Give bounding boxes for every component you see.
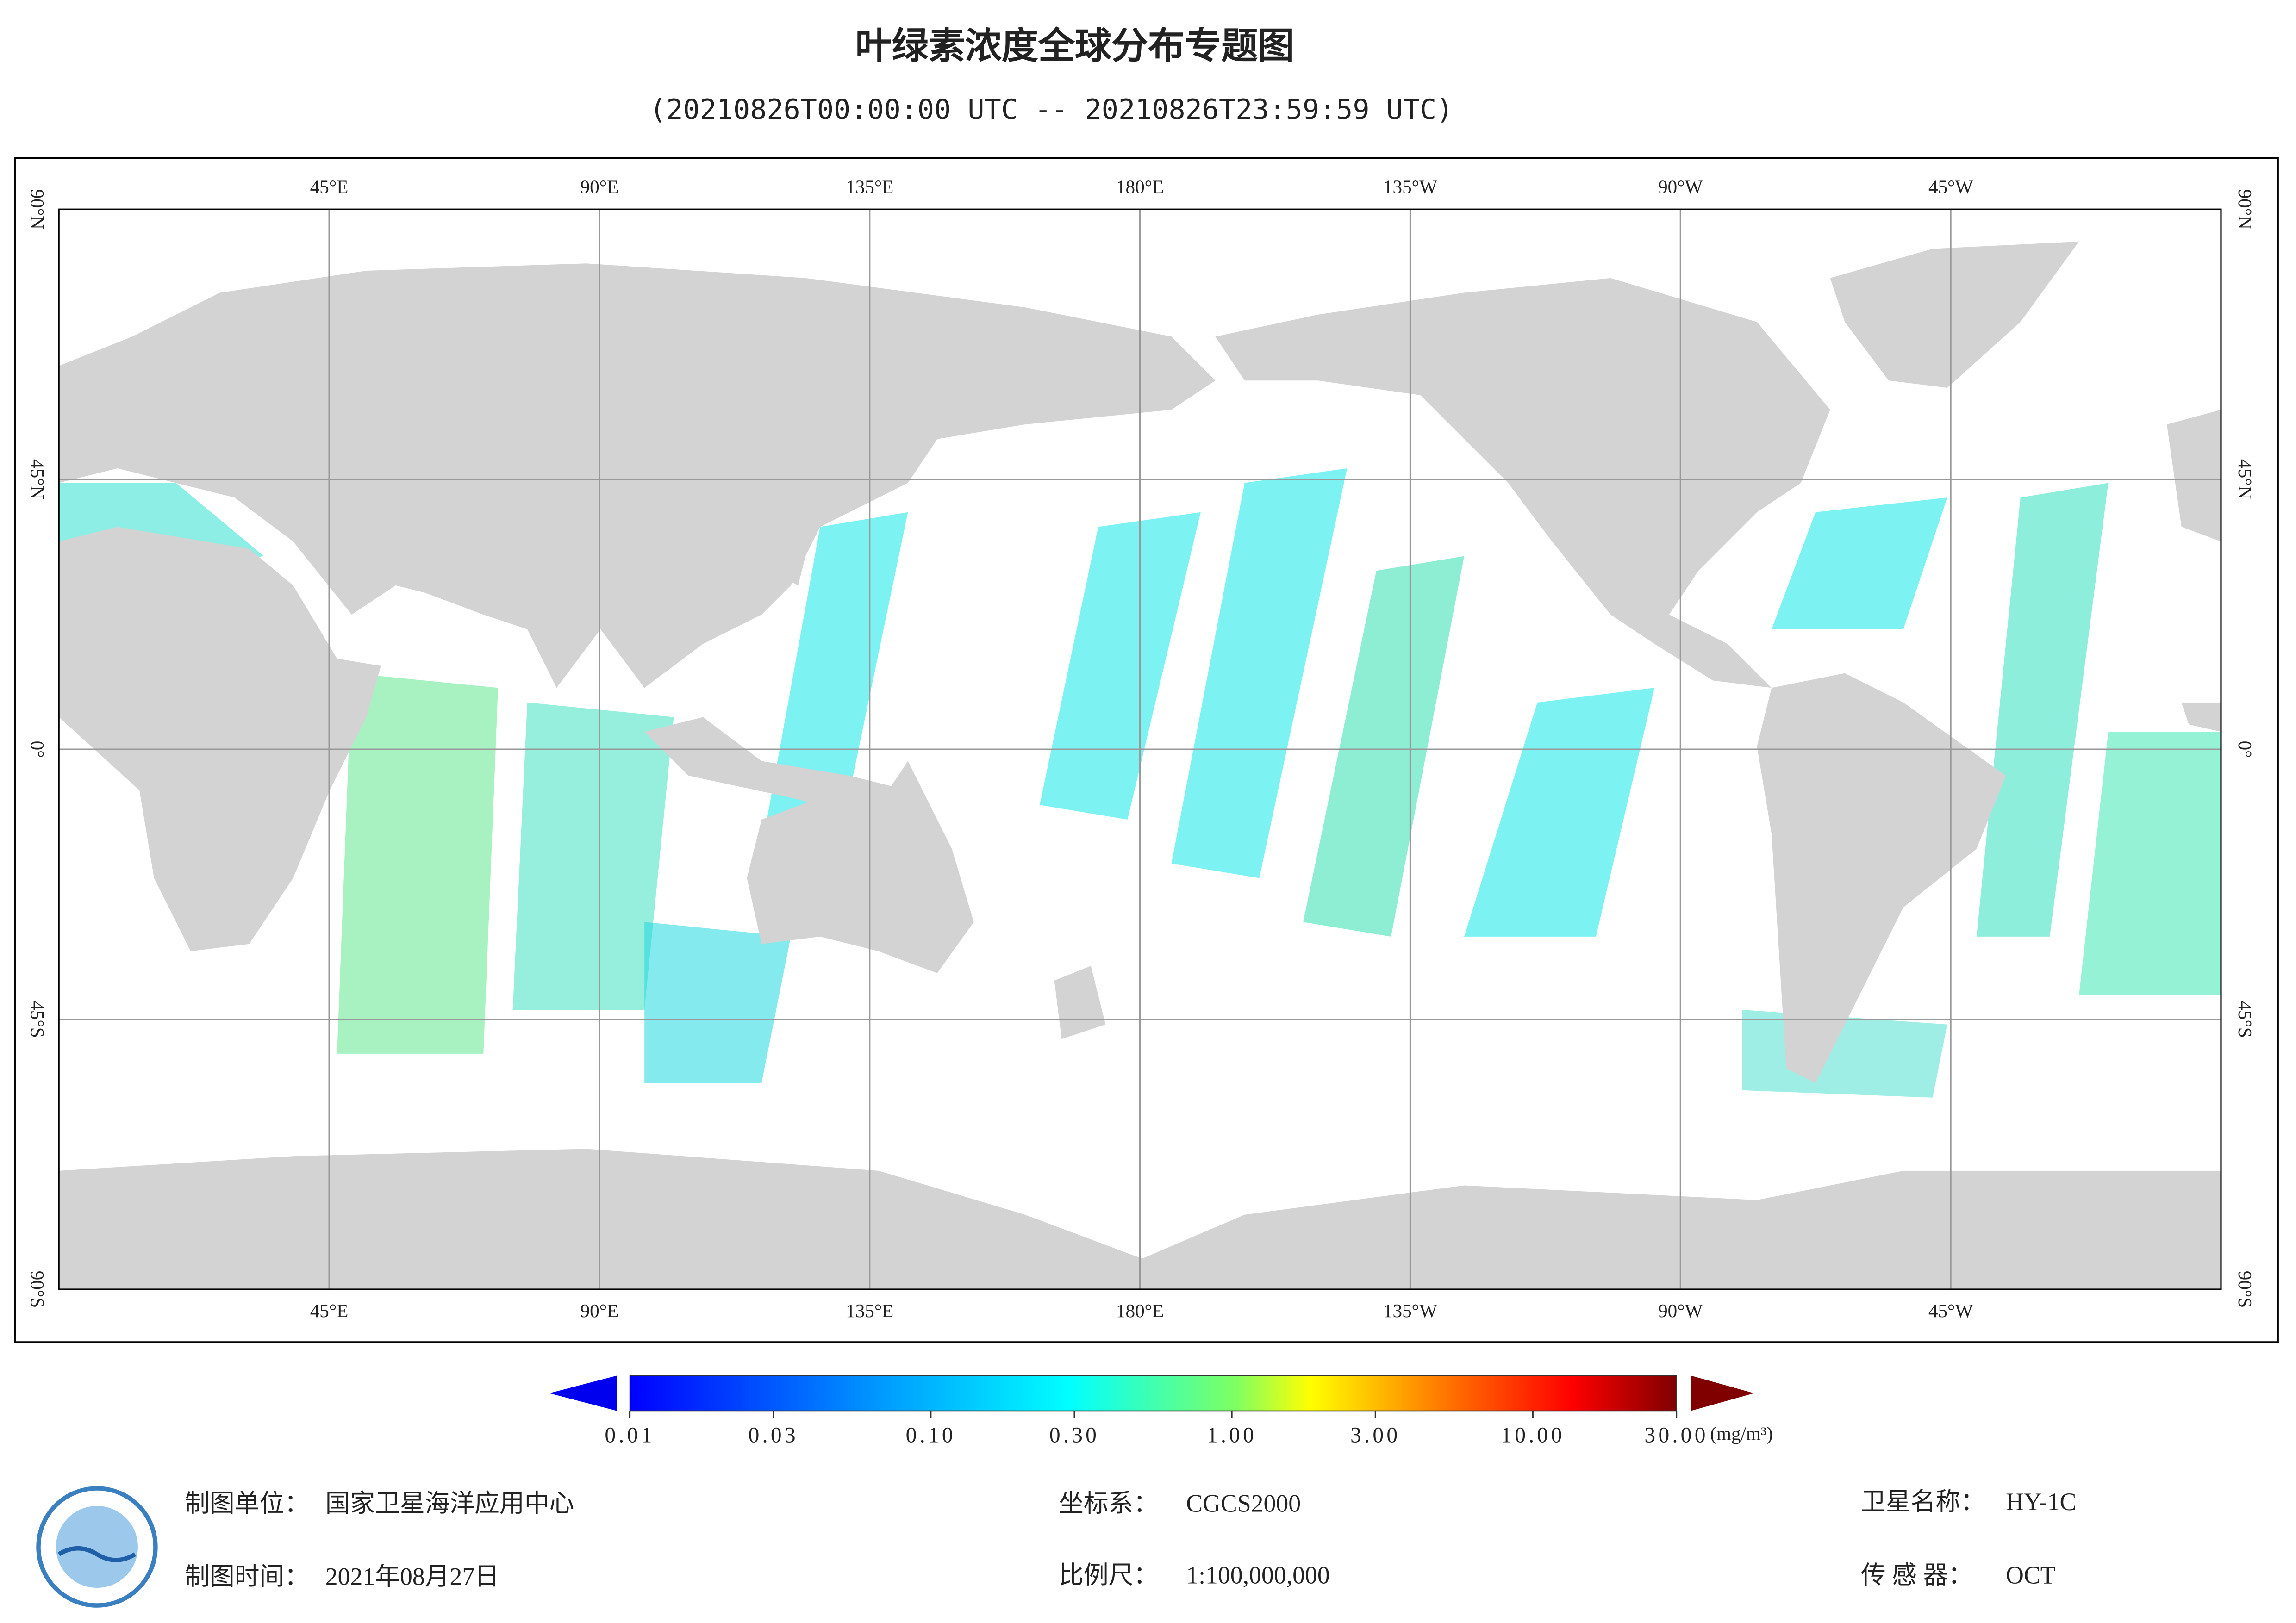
- lat-label-right: 90°N: [2234, 189, 2256, 230]
- scale: 1:100,000,000: [1186, 1561, 1330, 1589]
- new-zealand: [1054, 966, 1106, 1039]
- producer-label: 制图单位：: [185, 1489, 309, 1517]
- lon-label-bottom: 90°W: [1658, 1300, 1703, 1321]
- colorbar-tick-label: 30.00: [1644, 1423, 1708, 1447]
- lat-label-left: 90°S: [27, 1271, 48, 1308]
- producer: 国家卫星海洋应用中心: [325, 1489, 574, 1517]
- greenland: [1830, 241, 2079, 388]
- south-america: [1757, 673, 2006, 1083]
- lon-label-top: 90°W: [1658, 176, 1703, 197]
- colorbar-tick-label: 0.30: [1049, 1423, 1099, 1447]
- colorbar-unit: (mg/m³): [1710, 1423, 1773, 1445]
- swath: [1303, 556, 1465, 937]
- colorbar-tick-label: 0.01: [605, 1423, 655, 1447]
- europe-east: [2166, 410, 2221, 542]
- lon-label-top: 45°W: [1928, 176, 1973, 197]
- swath: [2079, 732, 2221, 995]
- lat-label-left: 90°N: [27, 189, 48, 230]
- australia: [747, 761, 974, 973]
- colorbar-tick-label: 10.00: [1501, 1423, 1565, 1447]
- lon-label-bottom: 180°E: [1116, 1300, 1164, 1321]
- swath: [1772, 497, 1947, 629]
- lon-label-bottom: 90°E: [580, 1300, 619, 1321]
- scale-label: 比例尺：: [1059, 1561, 1158, 1589]
- africa: [59, 527, 381, 951]
- satellite-label: 卫星名称：: [1861, 1488, 1985, 1516]
- lon-label-top: 135°W: [1383, 176, 1437, 197]
- africa-west: [2181, 702, 2221, 732]
- lon-label-bottom: 45°E: [310, 1300, 349, 1321]
- lat-label-right: 0°: [2234, 741, 2256, 758]
- colorbar-tick-label: 1.00: [1207, 1423, 1257, 1447]
- sensor: OCT: [2006, 1561, 2056, 1589]
- indonesia: [644, 717, 908, 820]
- lat-label-left: 45°S: [27, 1001, 48, 1038]
- lon-label-bottom: 45°W: [1928, 1300, 1973, 1321]
- swath: [1976, 483, 2109, 937]
- crs: CGCS2000: [1186, 1489, 1301, 1517]
- lon-label-top: 135°E: [846, 176, 893, 197]
- colorbar-tick-label: 3.00: [1350, 1423, 1400, 1447]
- lat-label-left: 45°N: [27, 459, 48, 499]
- logo-wave: [57, 1546, 137, 1562]
- lon-label-top: 45°E: [310, 176, 349, 197]
- lat-label-right: 90°S: [2234, 1271, 2256, 1308]
- logo-globe: [56, 1506, 138, 1588]
- title: 叶绿素浓度全球分布专题图: [855, 25, 1295, 67]
- eurasia: [59, 263, 1216, 688]
- sensor-label: 传 感 器：: [1861, 1561, 1973, 1589]
- japan: [783, 497, 820, 585]
- colorbar-tick-label: 0.10: [906, 1423, 956, 1447]
- colorbar-tick-label: 0.03: [749, 1423, 799, 1447]
- swath: [644, 922, 791, 1083]
- logo: [36, 1486, 158, 1608]
- colorbar-low-arrow: [549, 1375, 617, 1411]
- date: 2021年08月27日: [325, 1562, 499, 1590]
- satellite: HY-1C: [2006, 1488, 2076, 1516]
- date-label: 制图时间：: [185, 1562, 309, 1590]
- lon-label-bottom: 135°E: [846, 1300, 893, 1321]
- swath: [1039, 512, 1201, 820]
- crs-label: 坐标系：: [1059, 1489, 1158, 1517]
- lon-label-bottom: 135°W: [1383, 1300, 1437, 1321]
- map-frame: [58, 208, 2222, 1290]
- lat-label-right: 45°N: [2234, 459, 2256, 499]
- north-america: [1215, 278, 1830, 688]
- map: [58, 208, 2222, 1290]
- swath: [337, 673, 498, 1054]
- colorbar: [629, 1375, 1677, 1412]
- lat-label-left: 0°: [27, 741, 48, 758]
- swath: [512, 702, 674, 1010]
- lon-label-top: 180°E: [1116, 176, 1164, 197]
- swath: [1171, 468, 1348, 878]
- subtitle: (20210826T00:00:00 UTC -- 20210826T23:59…: [649, 93, 1453, 126]
- lon-label-top: 90°E: [580, 176, 619, 197]
- outer-frame: [14, 157, 2279, 1343]
- lat-label-right: 45°S: [2234, 1001, 2256, 1038]
- colorbar-high-arrow: [1691, 1375, 1754, 1411]
